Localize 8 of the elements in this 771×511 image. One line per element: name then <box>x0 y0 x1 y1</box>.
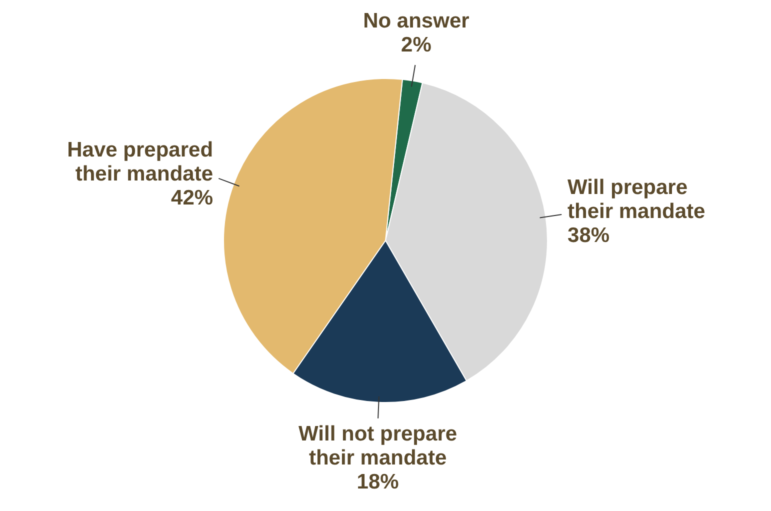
data-label: 18% <box>356 470 400 494</box>
data-label: 38% <box>568 224 610 247</box>
data-label: 42% <box>171 186 214 210</box>
slice-label: Will not prepare their mandate <box>298 422 458 470</box>
data-label: 2% <box>401 33 432 56</box>
slice-label: No answer <box>363 9 470 32</box>
slice-label: Will prepare their mandate <box>568 176 706 223</box>
slice-label: Have prepared their mandate <box>67 138 214 186</box>
